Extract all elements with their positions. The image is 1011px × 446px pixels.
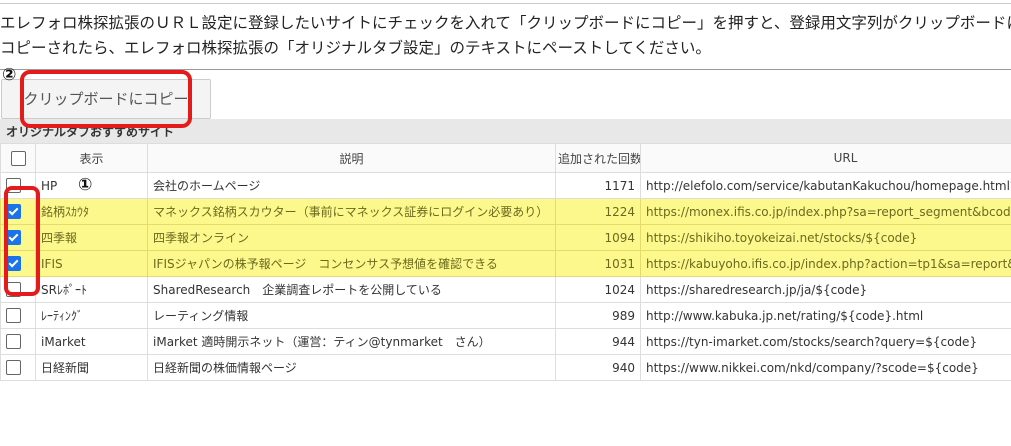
row-url: http://www.kabuka.jp.net/rating/${code}.… [640,302,1011,329]
table-row: HP 会社のホームページ 1171 http://elefolo.com/ser… [0,172,1011,199]
row-count: 1171 [555,172,641,199]
row-count: 944 [555,328,641,355]
row-count: 989 [555,302,641,329]
section-title: オリジナルタブおすすめサイト [0,119,1011,143]
row-count: 940 [555,354,641,381]
row-count: 1224 [555,198,641,225]
row-url: http://elefolo.com/service/kabutanKakuch… [640,172,1011,199]
row-description: マネックス銘柄スカウター（事前にマネックス証券にログイン必要あり） [147,198,556,225]
recommended-sites-table: 表示 説明 追加された回数 URL HP 会社のホームページ 1171 http… [0,143,1011,381]
row-count: 1031 [555,250,641,277]
row-description: SharedResearch 企業調査レポートを公開している [147,276,556,303]
row-description: 日経新聞の株価情報ページ [147,354,556,381]
table-row: 日経新聞 日経新聞の株価情報ページ 940 https://www.nikkei… [0,354,1011,381]
instructions-line-1: エレフォロ株探拡張のＵＲＬ設定に登録したいサイトにチェックを入れて「クリップボー… [0,14,1011,32]
row-url: https://sharedresearch.jp/ja/${code} [640,276,1011,303]
row-count: 1024 [555,276,641,303]
header-count: 追加された回数 [555,143,641,173]
table-row: SRﾚﾎﾟｰﾄ SharedResearch 企業調査レポートを公開している 1… [0,276,1011,303]
step-2-marker: ② [2,65,17,85]
table-row: IFIS IFISジャパンの株予報ページ コンセンサス予想値を確認できる 103… [0,250,1011,277]
row-select-cell [0,328,36,355]
row-label: ﾚｰﾃｨﾝｸﾞ [35,302,148,329]
row-select-cell [0,302,36,329]
row-label: 四季報 [35,224,148,251]
copy-button-highlight [20,70,192,128]
divider [0,69,1011,70]
row-description: IFISジャパンの株予報ページ コンセンサス予想値を確認できる [147,250,556,277]
table-row: iMarket iMarket 適時開示ネット（運営：ティン@tynmarket… [0,328,1011,355]
table-row: ﾚｰﾃｨﾝｸﾞ レーティング情報 989 http://www.kabuka.j… [0,302,1011,329]
table-row: 四季報 四季報オンライン 1094 https://shikiho.toyoke… [0,224,1011,251]
row-count: 1094 [555,224,641,251]
instructions: エレフォロ株探拡張のＵＲＬ設定に登録したいサイトにチェックを入れて「クリップボー… [0,11,1011,61]
row-label: HP [35,172,148,199]
table-row: 銘柄ｽｶｳﾀ マネックス銘柄スカウター（事前にマネックス証券にログイン必要あり）… [0,198,1011,225]
row-description: レーティング情報 [147,302,556,329]
row-description: 四季報オンライン [147,224,556,251]
checkbox-highlight [4,186,40,296]
row-checkbox[interactable] [6,334,21,349]
table-header: 表示 説明 追加された回数 URL [0,143,1011,173]
top-divider [0,3,1011,4]
row-label: 日経新聞 [35,354,148,381]
row-label: 銘柄ｽｶｳﾀ [35,198,148,225]
header-url: URL [640,143,1011,173]
row-label: iMarket [35,328,148,355]
row-select-cell [0,354,36,381]
copy-to-clipboard-button[interactable]: クリップボードにコピー [1,79,211,119]
select-all-checkbox[interactable] [10,150,26,166]
row-label: SRﾚﾎﾟｰﾄ [35,276,148,303]
header-description: 説明 [147,143,556,173]
row-description: 会社のホームページ [147,172,556,199]
row-url: https://tyn-imarket.com/stocks/search?qu… [640,328,1011,355]
row-label: IFIS [35,250,148,277]
step-1-marker: ① [78,175,93,195]
row-description: iMarket 適時開示ネット（運営：ティン@tynmarket さん） [147,328,556,355]
row-url: https://www.nikkei.com/nkd/company/?scod… [640,354,1011,381]
row-checkbox[interactable] [6,360,21,375]
row-url: https://kabuyoho.ifis.co.jp/index.php?ac… [640,250,1011,277]
row-url: https://monex.ifis.co.jp/index.php?sa=re… [640,198,1011,225]
row-checkbox[interactable] [6,308,21,323]
select-all-cell [0,143,36,173]
row-url: https://shikiho.toyokeizai.net/stocks/${… [640,224,1011,251]
header-label: 表示 [35,143,148,173]
instructions-line-2: コピーされたら、エレフォロ株探拡張の「オリジナルタブ設定」のテキストにペーストし… [0,39,711,57]
